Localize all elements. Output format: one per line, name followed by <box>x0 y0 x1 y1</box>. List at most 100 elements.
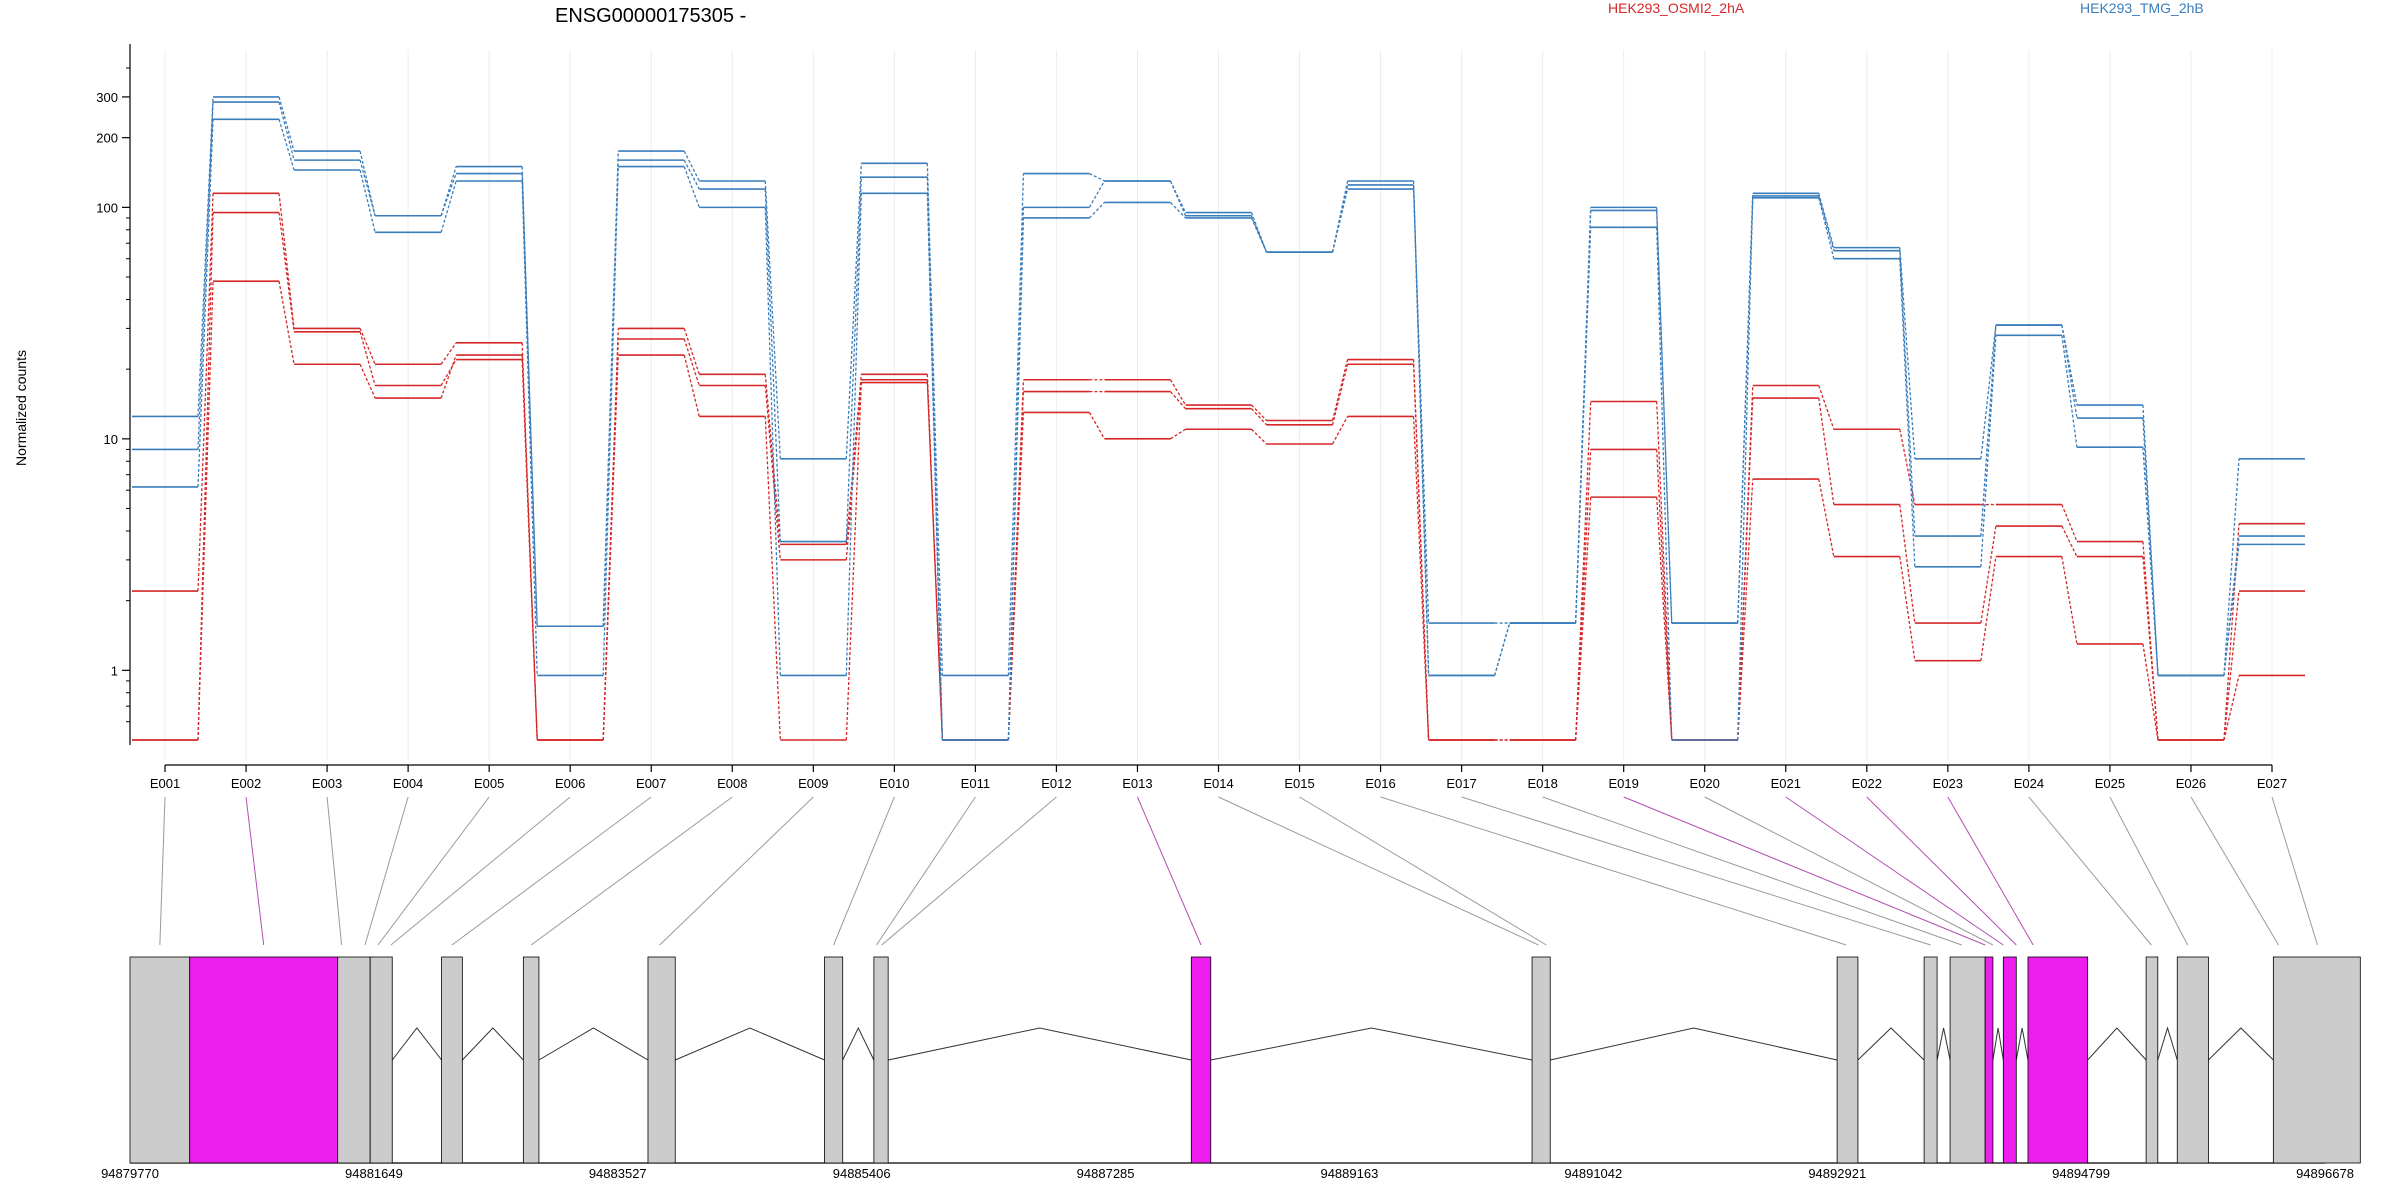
data-connector <box>602 160 619 627</box>
data-connector <box>521 173 538 627</box>
data-connector <box>683 159 700 190</box>
data-connector <box>197 193 214 592</box>
data-connector <box>1412 364 1430 741</box>
coordinate-label: 94887285 <box>1077 1166 1135 1181</box>
exon-block <box>129 956 191 1164</box>
x-tick-label-e025: E025 <box>2095 776 2125 791</box>
data-connector <box>683 354 700 417</box>
data-connector <box>440 180 457 233</box>
data-connector <box>2061 556 2078 645</box>
data-connector <box>1331 364 1349 425</box>
data-connector <box>1088 202 1105 219</box>
data-connector <box>683 338 700 386</box>
x-tick-label-e006: E006 <box>555 776 585 791</box>
x-tick-label-e017: E017 <box>1446 776 1476 791</box>
exon-connector-e007 <box>451 796 652 946</box>
data-connector <box>2061 335 2078 448</box>
exon-block <box>1923 956 1938 1164</box>
exon-block <box>873 956 889 1164</box>
coordinate-label: 94885406 <box>833 1166 891 1181</box>
data-connector <box>2061 504 2078 542</box>
y-tick-label: 200 <box>96 131 118 146</box>
exon-block <box>522 956 540 1164</box>
data-connector <box>764 385 781 560</box>
intron <box>888 1027 1192 1061</box>
data-connector <box>197 119 214 487</box>
x-tick-label-e003: E003 <box>312 776 342 791</box>
data-connector <box>683 328 700 375</box>
data-connector <box>197 102 214 450</box>
data-connector <box>278 96 295 152</box>
data-connector <box>2223 675 2240 741</box>
data-connector <box>2142 643 2159 741</box>
x-tick-label-e026: E026 <box>2176 776 2206 791</box>
exon-block <box>1949 956 1986 1164</box>
data-connector <box>1088 412 1106 440</box>
x-tick-label-e012: E012 <box>1041 776 1071 791</box>
exon-connector-e011 <box>876 796 976 946</box>
data-connector <box>764 207 781 676</box>
data-connector <box>1331 188 1349 253</box>
intron <box>675 1027 825 1061</box>
data-connector <box>359 169 376 233</box>
data-connector <box>2223 458 2240 676</box>
exon-block <box>2145 956 2159 1164</box>
data-connector <box>1818 197 1835 259</box>
exon-block <box>2002 956 2017 1164</box>
data-connector <box>1088 180 1106 208</box>
exon-connector-e024 <box>2028 796 2152 946</box>
data-connector <box>926 193 944 741</box>
intron <box>391 1027 442 1061</box>
exon-connector-e009 <box>659 796 814 946</box>
exon-block <box>369 956 393 1164</box>
coordinate-label: 94892921 <box>1808 1166 1866 1181</box>
x-tick-label-e019: E019 <box>1609 776 1639 791</box>
y-tick-label: 300 <box>96 90 118 105</box>
data-connector <box>1818 478 1835 557</box>
x-tick-label-e011: E011 <box>961 776 990 791</box>
data-connector <box>1899 250 1916 537</box>
coordinate-label: 94883527 <box>589 1166 647 1181</box>
series-layer <box>132 96 2305 741</box>
intron <box>461 1027 524 1061</box>
data-connector <box>602 355 619 741</box>
exon-connector-e001 <box>159 796 166 946</box>
data-connector <box>1331 359 1349 421</box>
data-connector <box>1169 391 1186 410</box>
data-connector <box>764 180 781 459</box>
x-tick-label-e016: E016 <box>1365 776 1395 791</box>
exon-block <box>824 956 844 1164</box>
data-connector <box>1737 197 1754 741</box>
exon-connector-e012 <box>881 796 1057 946</box>
exon-block <box>2272 956 2361 1164</box>
data-connector <box>1899 247 1916 459</box>
exon-connector-e010 <box>833 796 895 946</box>
x-tick-label-e023: E023 <box>1933 776 1963 791</box>
intron <box>1936 1027 1951 1061</box>
exon-connector-e006 <box>390 796 571 946</box>
x-tick-label-e010: E010 <box>879 776 909 791</box>
data-connector <box>764 189 781 542</box>
intron <box>2015 1027 2029 1061</box>
x-tick-label-e009: E009 <box>798 776 828 791</box>
data-connector <box>1170 428 1186 440</box>
x-tick-label-e001: E001 <box>150 776 180 791</box>
x-tick-label-e005: E005 <box>474 776 504 791</box>
exon-block <box>2176 956 2209 1164</box>
data-connector <box>1169 202 1186 219</box>
exon-connector-e013 <box>1137 796 1202 946</box>
axis-layer: 1 10 100 200 300 E001 E002 E003 E004 E005 E006 E007… <box>96 44 2287 791</box>
data-connector <box>683 150 700 182</box>
x-tick-label-e015: E015 <box>1284 776 1314 791</box>
data-connector <box>2142 417 2159 676</box>
data-connector <box>1656 210 1673 624</box>
data-connector <box>278 193 295 329</box>
data-connector <box>359 363 376 399</box>
data-connector <box>1493 622 1511 676</box>
data-connector <box>1251 408 1268 426</box>
exon-connector-e022 <box>1866 796 2017 946</box>
data-connector <box>1412 189 1430 624</box>
x-tick-label-e018: E018 <box>1527 776 1557 791</box>
x-tick-label-e024: E024 <box>2014 776 2044 791</box>
data-connector <box>1412 416 1430 741</box>
